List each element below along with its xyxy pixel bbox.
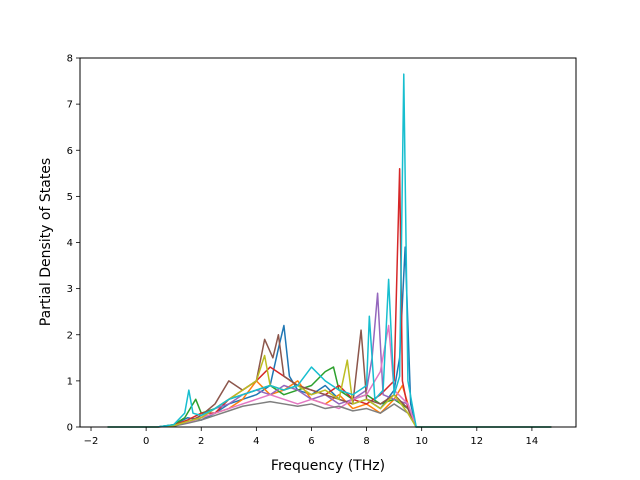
series-line-6: [107, 329, 552, 428]
x-axis-ticks: −2 0 2 4 6 8 10 12 14: [84, 427, 539, 447]
x-tick-label: 4: [253, 436, 259, 447]
y-tick-label: 6: [67, 146, 73, 157]
y-tick-label: 7: [67, 100, 73, 111]
y-tick-label: 0: [67, 423, 73, 434]
series-line-5: [107, 292, 552, 428]
x-tick-label: 12: [470, 436, 483, 447]
y-tick-label: 1: [67, 376, 73, 387]
x-tick-label: 10: [415, 436, 428, 447]
y-tick-label: 3: [67, 284, 73, 295]
x-tick-label: 2: [198, 436, 204, 447]
series-line-2: [107, 380, 552, 428]
x-tick-label: 0: [143, 436, 149, 447]
y-tick-label: 5: [67, 192, 73, 203]
y-axis-ticks: 0 1 2 3 4 5 6 7 8: [67, 54, 80, 434]
y-tick-label: 8: [67, 54, 73, 65]
y-tick-label: 2: [67, 330, 73, 341]
x-tick-label: 8: [363, 436, 369, 447]
x-tick-label: 14: [526, 436, 539, 447]
x-axis-label: Frequency (THz): [271, 458, 385, 474]
plot-frame: [79, 57, 577, 428]
series-line-4: [107, 167, 552, 428]
x-tick-label: −2: [84, 436, 99, 447]
plot-lines: [107, 73, 552, 428]
series-line-1: [107, 246, 552, 428]
y-tick-label: 4: [67, 238, 73, 249]
y-axis-label: Partial Density of States: [38, 158, 54, 326]
series-line-8: [107, 400, 552, 428]
series-line-7: [107, 324, 552, 428]
series-line-10: [107, 73, 552, 428]
x-tick-label: 6: [308, 436, 314, 447]
